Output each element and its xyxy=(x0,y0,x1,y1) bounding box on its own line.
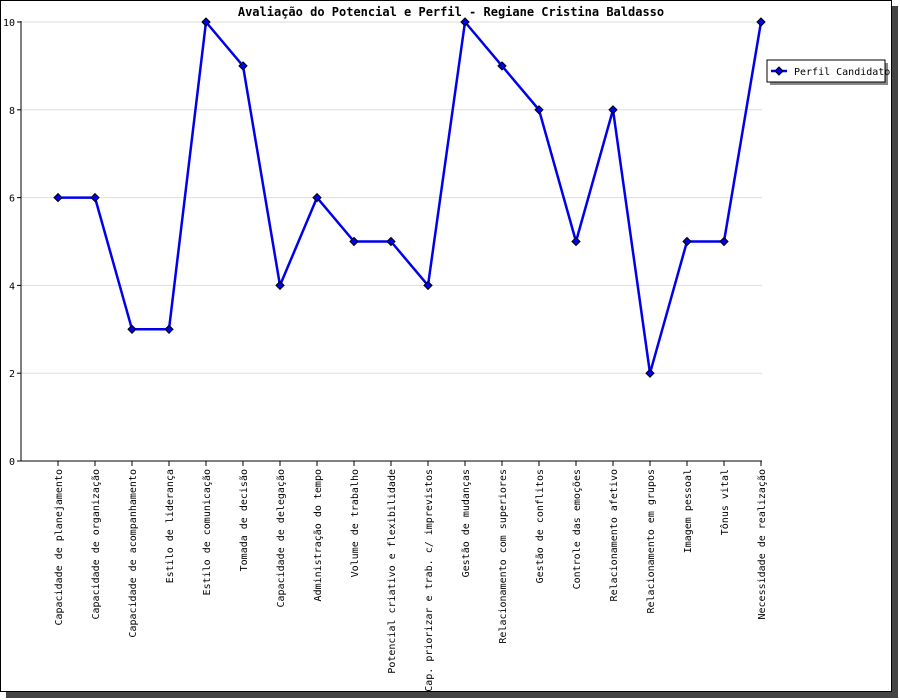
x-tick-label: Capacidade de delegação xyxy=(276,469,287,607)
data-point xyxy=(201,17,211,27)
data-point xyxy=(238,61,248,71)
line-chart: Avaliação do Potencial e Perfil - Regian… xyxy=(3,5,890,692)
data-point xyxy=(645,368,655,378)
data-point xyxy=(534,105,544,115)
chart-frame: Avaliação do Potencial e Perfil - Regian… xyxy=(0,0,892,692)
data-point xyxy=(53,192,63,203)
data-point xyxy=(90,192,100,203)
data-point xyxy=(423,280,433,291)
data-point xyxy=(571,236,581,247)
data-point xyxy=(386,236,396,247)
x-tick-label: Cap. priorizar e trab. c/ imprevistos xyxy=(424,469,435,692)
series-line xyxy=(58,20,763,375)
x-tick-label: Volume de trabalho xyxy=(350,469,361,577)
legend-marker-icon xyxy=(774,66,784,76)
axes: 0 2 4 6 8 10 Capacidade de planejamento Capacid… xyxy=(3,18,768,692)
data-point xyxy=(497,61,507,71)
data-point xyxy=(719,236,729,247)
x-tick-label: Relacionamento em grupos xyxy=(646,469,657,614)
data-point xyxy=(275,280,285,291)
data-point xyxy=(608,105,618,115)
x-tick-label: Capacidade de organização xyxy=(91,469,102,620)
x-tick-label: Administração do tempo xyxy=(313,469,324,601)
x-tick-label: Gestão de mudanças xyxy=(461,469,472,577)
data-point xyxy=(682,236,692,247)
chart-title: Avaliação do Potencial e Perfil - Regian… xyxy=(238,5,664,19)
x-tick-label: Estilo de liderança xyxy=(165,469,176,583)
y-tick-label: 8 xyxy=(9,106,15,117)
y-tick-label: 10 xyxy=(3,18,15,29)
x-tick-label: Gestão de conflitos xyxy=(535,469,546,583)
legend-label: Perfil Candidato xyxy=(794,67,890,78)
x-tick-label: Capacidade de acompanhamento xyxy=(128,469,139,638)
data-point xyxy=(312,192,322,203)
data-point xyxy=(349,236,359,247)
x-tick-label: Tônus vital xyxy=(719,469,731,535)
grid xyxy=(21,21,762,374)
x-tick-label: Estilo de comunicação xyxy=(202,469,213,595)
data-point xyxy=(756,17,766,27)
x-tick-label: Imagem pessoal xyxy=(683,469,694,553)
legend-box xyxy=(766,59,886,83)
data-point xyxy=(460,17,470,27)
data-point xyxy=(127,324,137,335)
x-tick-label: Relacionamento afetivo xyxy=(609,469,620,601)
legend: Perfil Candidato xyxy=(766,59,890,85)
series-layer xyxy=(53,17,766,378)
x-tick-label: Relacionamento com superiores xyxy=(498,469,509,644)
x-tick-label: Tomada de decisão xyxy=(239,469,250,571)
y-tick-label: 0 xyxy=(9,457,15,468)
y-tick-label: 2 xyxy=(9,369,15,380)
x-tick-label: Capacidade de planejamento xyxy=(54,469,65,626)
x-tick-label: Potencial criativo e flexibilidade xyxy=(387,469,398,674)
y-tick-label: 4 xyxy=(9,281,15,292)
x-tick-label: Controle das emoções xyxy=(572,469,583,589)
x-tick-label: Necessidade de realização xyxy=(757,469,768,620)
y-tick-label: 6 xyxy=(9,194,15,205)
data-point xyxy=(164,324,174,335)
